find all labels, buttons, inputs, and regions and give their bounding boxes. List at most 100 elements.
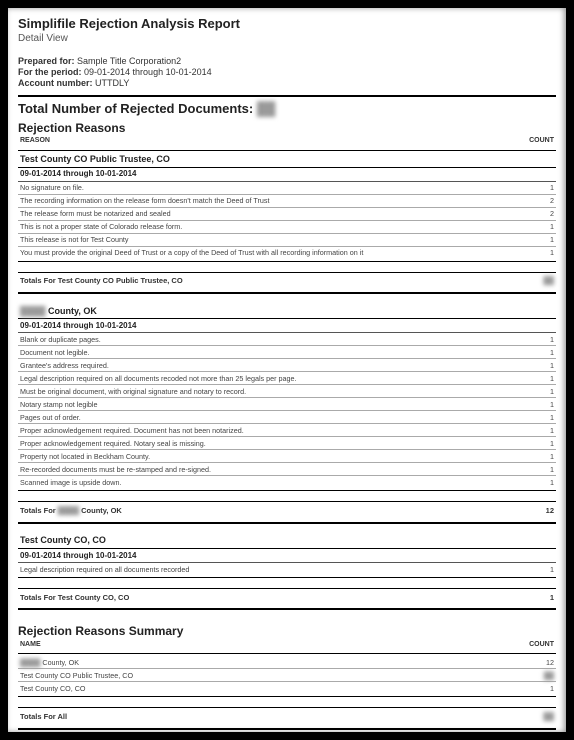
period-cell: 09-01-2014 through 10-01-2014	[18, 319, 556, 333]
summary-row: Test County CO Public Trustee, CO██	[18, 669, 556, 682]
table-row: Pages out of order.1	[18, 411, 556, 424]
reason-cell: Legal description required on all docume…	[18, 372, 506, 385]
table-row: Legal description required on all docume…	[18, 372, 556, 385]
rule	[18, 95, 556, 97]
group-header-row: Test County CO Public Trustee, CO	[18, 153, 556, 168]
reason-cell: This release is not for Test County	[18, 233, 506, 246]
table-row: Grantee's address required.1	[18, 359, 556, 372]
reason-rows: Blank or duplicate pages.1Document not l…	[18, 333, 556, 488]
count-cell: 1	[506, 333, 556, 346]
groups-container: Test County CO Public Trustee, CO09-01-2…	[18, 153, 556, 621]
period-cell: 09-01-2014 through 10-01-2014	[18, 168, 556, 182]
col-count: COUNT	[506, 639, 556, 651]
prepared-for-label: Prepared for:	[18, 56, 75, 66]
reason-cell: Scanned image is upside down.	[18, 476, 506, 489]
group-totals-value: 12	[506, 504, 556, 516]
count-cell: 1	[506, 450, 556, 463]
count-cell: 1	[506, 385, 556, 398]
count-cell: 1	[506, 398, 556, 411]
table-row: Blank or duplicate pages.1	[18, 333, 556, 346]
period-label: For the period:	[18, 67, 82, 77]
report-title: Simplifile Rejection Analysis Report	[18, 16, 556, 32]
reason-cell: Blank or duplicate pages.	[18, 333, 506, 346]
report-view: Detail View	[18, 33, 556, 46]
summary-row: Test County CO, CO1	[18, 682, 556, 695]
count-cell: 2	[506, 207, 556, 220]
count-cell: 1	[506, 476, 556, 489]
reason-cell: Must be original document, with original…	[18, 385, 506, 398]
summary-name-cell: Test County CO, CO	[18, 682, 506, 695]
reason-rows: Legal description required on all docume…	[18, 563, 556, 575]
account-value: UTTDLY	[95, 78, 129, 88]
count-cell: 1	[506, 182, 556, 195]
table-row: Notary stamp not legible1	[18, 398, 556, 411]
table-row: This release is not for Test County1	[18, 233, 556, 246]
rule	[18, 728, 556, 730]
group-name: Test County CO Public Trustee, CO	[18, 153, 556, 168]
count-cell: 1	[506, 563, 556, 575]
rule	[18, 696, 556, 697]
count-cell: 1	[506, 411, 556, 424]
reason-cell: Proper acknowledgement required. Notary …	[18, 437, 506, 450]
group-totals-row: Totals For ████ County, OK12	[18, 504, 556, 516]
totals-all-row-table: Totals For All ██	[18, 710, 556, 722]
group-totals-value: ██	[506, 275, 556, 287]
count-cell: 1	[506, 437, 556, 450]
totals-all-row: Totals For All ██	[18, 710, 556, 722]
reason-cell: You must provide the original Deed of Tr…	[18, 246, 506, 259]
group-totals-row: Totals For Test County CO Public Trustee…	[18, 275, 556, 287]
table-row: You must provide the original Deed of Tr…	[18, 246, 556, 259]
count-cell: 2	[506, 194, 556, 207]
reason-cell: Grantee's address required.	[18, 359, 506, 372]
group-name: Test County CO, CO	[18, 534, 556, 549]
prepared-for-value: Sample Title Corporation2	[77, 56, 181, 66]
report-page: Simplifile Rejection Analysis Report Det…	[8, 8, 566, 732]
period-line: For the period: 09-01-2014 through 10-01…	[18, 67, 556, 78]
table-row: The release form must be notarized and s…	[18, 207, 556, 220]
count-cell: 1	[506, 372, 556, 385]
summary-count-cell: ██	[506, 669, 556, 682]
summary-row: ████ County, OK12	[18, 656, 556, 669]
reason-cell: Pages out of order.	[18, 411, 506, 424]
col-reason: REASON	[18, 136, 506, 148]
count-cell: 1	[506, 346, 556, 359]
count-cell: 1	[506, 233, 556, 246]
totals-all-label: Totals For All	[18, 710, 506, 722]
summary-heading: Rejection Reasons Summary	[18, 624, 556, 639]
group-header-row: Test County CO, CO	[18, 534, 556, 549]
table-row: Document not legible.1	[18, 346, 556, 359]
summary-table-header: NAME COUNT	[18, 639, 556, 651]
table-row: This is not a proper state of Colorado r…	[18, 220, 556, 233]
group-totals-value: 1	[506, 591, 556, 603]
rule	[18, 707, 556, 708]
period-cell: 09-01-2014 through 10-01-2014	[18, 549, 556, 563]
outer-frame: Simplifile Rejection Analysis Report Det…	[0, 0, 574, 740]
totals-all-value: ██	[543, 712, 554, 721]
table-header-row: NAME COUNT	[18, 639, 556, 651]
total-rejected-line: Total Number of Rejected Documents: ██	[18, 101, 556, 117]
table-row: Legal description required on all docume…	[18, 563, 556, 575]
summary-count-cell: 12	[506, 656, 556, 669]
total-rejected-value: ██	[257, 101, 275, 117]
period-row: 09-01-2014 through 10-01-2014	[18, 319, 556, 333]
reason-rows: No signature on file.1The recording info…	[18, 182, 556, 259]
count-cell: 1	[506, 220, 556, 233]
count-cell: 1	[506, 463, 556, 476]
reason-cell: Legal description required on all docume…	[18, 563, 506, 575]
group-header-row: ████ County, OK	[18, 304, 556, 319]
table-row: No signature on file.1	[18, 182, 556, 195]
reason-cell: The release form must be notarized and s…	[18, 207, 506, 220]
reason-cell: Proper acknowledgement required. Documen…	[18, 424, 506, 437]
group-totals-row: Totals For Test County CO, CO1	[18, 591, 556, 603]
group-name: ████ County, OK	[18, 304, 556, 319]
col-count: COUNT	[506, 136, 556, 148]
group-totals-label: Totals For Test County CO Public Trustee…	[18, 275, 506, 287]
reasons-table: REASON COUNT	[18, 136, 556, 148]
total-rejected-label: Total Number of Rejected Documents:	[18, 101, 253, 116]
period-row: 09-01-2014 through 10-01-2014	[18, 168, 556, 182]
summary-name-cell: Test County CO Public Trustee, CO	[18, 669, 506, 682]
summary-name-cell: ████ County, OK	[18, 656, 506, 669]
reason-cell: This is not a proper state of Colorado r…	[18, 220, 506, 233]
account-label: Account number:	[18, 78, 93, 88]
reason-cell: Document not legible.	[18, 346, 506, 359]
